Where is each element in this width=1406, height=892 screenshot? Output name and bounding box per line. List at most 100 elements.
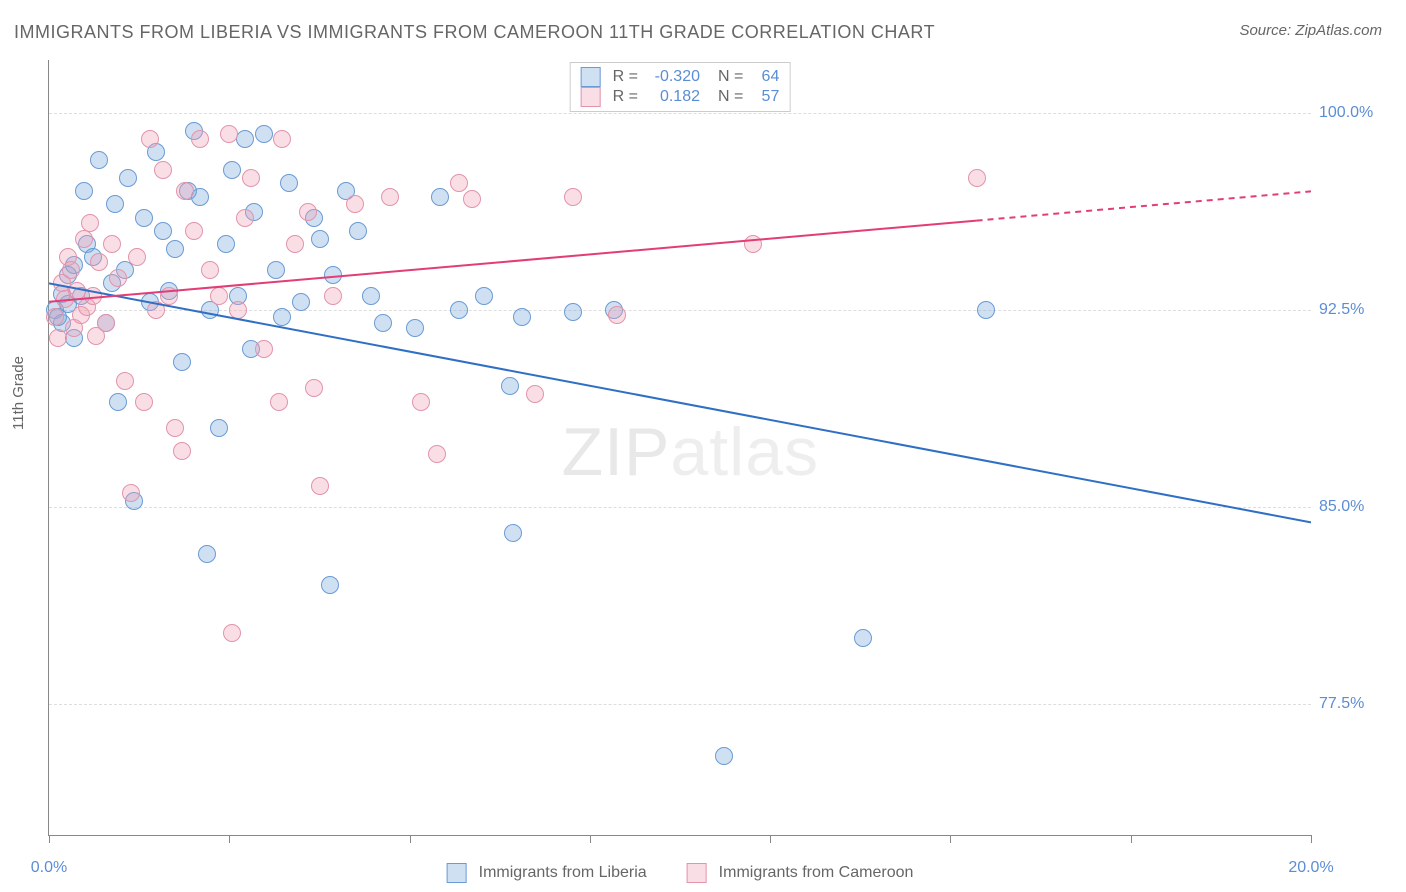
data-point <box>255 340 273 358</box>
y-tick-label: 77.5% <box>1319 695 1397 713</box>
gridline-h <box>49 507 1311 508</box>
data-point <box>75 182 93 200</box>
data-point <box>90 151 108 169</box>
data-point <box>220 125 238 143</box>
data-point <box>46 308 64 326</box>
data-point <box>475 287 493 305</box>
data-point <box>346 195 364 213</box>
chart-area: ZIPatlas R =-0.320N =64R =0.182N =57 Imm… <box>48 60 1311 836</box>
data-point <box>450 301 468 319</box>
legend-swatch <box>581 67 601 87</box>
legend-bottom-item: Immigrants from Liberia <box>447 863 647 883</box>
legend-n-label: N = <box>718 88 743 106</box>
data-point <box>311 230 329 248</box>
data-point <box>526 385 544 403</box>
data-point <box>176 182 194 200</box>
legend-r-label: R = <box>613 68 638 86</box>
legend-bottom-item: Immigrants from Cameroon <box>687 863 914 883</box>
legend-swatch <box>447 863 467 883</box>
data-point <box>135 393 153 411</box>
legend-swatch <box>687 863 707 883</box>
data-point <box>201 261 219 279</box>
data-point <box>173 353 191 371</box>
data-point <box>109 393 127 411</box>
legend-n-label: N = <box>718 68 743 86</box>
data-point <box>311 477 329 495</box>
x-tick-label: 20.0% <box>1288 859 1333 877</box>
data-point <box>62 261 80 279</box>
data-point <box>109 269 127 287</box>
legend-swatch <box>581 87 601 107</box>
data-point <box>406 319 424 337</box>
data-point <box>236 209 254 227</box>
x-tick <box>1131 835 1132 843</box>
legend-r-value: -0.320 <box>646 68 700 86</box>
data-point <box>116 372 134 390</box>
data-point <box>280 174 298 192</box>
data-point <box>128 248 146 266</box>
data-point <box>154 161 172 179</box>
x-tick <box>49 835 50 843</box>
data-point <box>349 222 367 240</box>
data-point <box>255 125 273 143</box>
watermark-zip: ZIP <box>562 413 671 489</box>
legend-n-value: 64 <box>751 68 779 86</box>
data-point <box>854 629 872 647</box>
data-point <box>321 576 339 594</box>
y-tick-label: 92.5% <box>1319 301 1397 319</box>
data-point <box>154 222 172 240</box>
data-point <box>135 209 153 227</box>
x-tick <box>590 835 591 843</box>
data-point <box>412 393 430 411</box>
y-axis-label: 11th Grade <box>10 356 27 430</box>
gridline-h <box>49 704 1311 705</box>
watermark-rest: atlas <box>670 413 819 489</box>
data-point <box>166 240 184 258</box>
data-point <box>49 329 67 347</box>
x-tick <box>229 835 230 843</box>
data-point <box>504 524 522 542</box>
data-point <box>198 545 216 563</box>
data-point <box>968 169 986 187</box>
data-point <box>141 130 159 148</box>
data-point <box>210 419 228 437</box>
x-tick <box>1311 835 1312 843</box>
data-point <box>305 379 323 397</box>
y-tick-label: 85.0% <box>1319 498 1397 516</box>
x-tick-label: 0.0% <box>31 859 67 877</box>
source-label: Source: ZipAtlas.com <box>1239 22 1382 39</box>
data-point <box>270 393 288 411</box>
legend-r-label: R = <box>613 88 638 106</box>
data-point <box>106 195 124 213</box>
data-point <box>236 130 254 148</box>
data-point <box>463 190 481 208</box>
data-point <box>122 484 140 502</box>
data-point <box>166 419 184 437</box>
data-point <box>210 287 228 305</box>
data-point <box>84 287 102 305</box>
data-point <box>608 306 626 324</box>
data-point <box>273 130 291 148</box>
legend-bottom: Immigrants from Liberia Immigrants from C… <box>447 863 914 883</box>
data-point <box>97 314 115 332</box>
data-point <box>273 308 291 326</box>
data-point <box>217 235 235 253</box>
data-point <box>431 188 449 206</box>
data-point <box>744 235 762 253</box>
x-tick <box>950 835 951 843</box>
data-point <box>229 301 247 319</box>
data-point <box>428 445 446 463</box>
data-point <box>501 377 519 395</box>
data-point <box>299 203 317 221</box>
data-point <box>185 222 203 240</box>
data-point <box>267 261 285 279</box>
data-point <box>242 169 260 187</box>
legend-n-value: 57 <box>751 88 779 106</box>
data-point <box>977 301 995 319</box>
data-point <box>324 287 342 305</box>
x-tick <box>410 835 411 843</box>
legend-series-name: Immigrants from Liberia <box>479 864 647 882</box>
legend-top-row: R =0.182N =57 <box>581 87 780 107</box>
data-point <box>81 214 99 232</box>
data-point <box>374 314 392 332</box>
